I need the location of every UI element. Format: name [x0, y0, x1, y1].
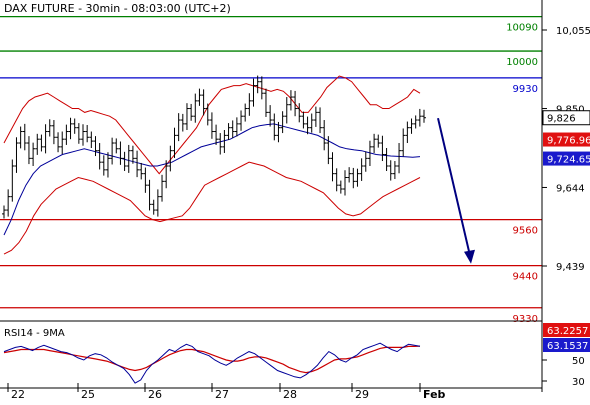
lower-indicator-label: 9,724.65 — [547, 155, 590, 166]
level-label-10090: 10090 — [506, 23, 538, 34]
forecast-arrow-shaft — [437, 117, 471, 256]
y-tick-label: 9,644 — [556, 183, 585, 194]
x-tick-label: 25 — [81, 388, 95, 400]
level-label-9440: 9440 — [513, 272, 538, 283]
x-tick-label: 28 — [283, 388, 297, 400]
moving-average-line — [3, 123, 421, 236]
level-label-10000: 10000 — [506, 57, 538, 68]
forecast-arrow-head — [464, 249, 475, 264]
rsi-panel — [3, 342, 421, 384]
x-tick-label: 29 — [355, 388, 369, 400]
x-tick-label: 27 — [215, 388, 229, 400]
rsi-value-label-background — [543, 338, 590, 352]
indicator-lines — [3, 75, 421, 255]
y-tick-label: 10,055 — [556, 26, 590, 37]
bollinger-upper-line — [3, 75, 421, 175]
last-price-label-border — [542, 110, 590, 126]
bollinger-lower-line — [3, 161, 421, 255]
chart-title: DAX FUTURE - 30min - 08:03:00 (UTC+2) — [4, 2, 231, 15]
rsi-y-tick-label: 50 — [572, 356, 585, 367]
rsi-y-tick-label: 30 — [572, 377, 585, 388]
rsi-line — [3, 342, 421, 384]
x-axis: 22 25 26 27 28 29 Feb — [7, 383, 446, 401]
rsi-title: RSI14 - 9MA — [4, 328, 65, 339]
level-label-9330: 9330 — [513, 314, 538, 325]
y-tick-label: 9,850 — [556, 105, 585, 116]
rsi-ma-value-label: 63.2257 — [547, 326, 588, 337]
y-axis: 10,055 9,850 9,644 9,439 50 30 — [542, 26, 590, 388]
y-tick-label: 9,439 — [556, 262, 585, 273]
level-label-9560: 9560 — [513, 226, 538, 237]
value-labels: 9,826 9,776.96 9,724.65 63.2257 63.1537 — [542, 110, 590, 352]
x-tick-label: 26 — [148, 388, 162, 400]
last-price-label: 9,826 — [547, 114, 576, 125]
last-price-label-background — [543, 110, 590, 125]
rsi-ma-value-label-background — [543, 323, 590, 337]
lower-indicator-label-background — [543, 151, 590, 166]
rsi-value-label: 63.1537 — [547, 341, 588, 352]
level-label-9930: 9930 — [513, 84, 538, 95]
upper-indicator-label-background — [543, 132, 590, 147]
level-lines: 10090 10000 9930 9560 9440 9330 — [0, 15, 542, 325]
x-tick-label: 22 — [11, 388, 25, 400]
x-tick-label: Feb — [423, 388, 446, 400]
upper-indicator-label: 9,776.96 — [547, 136, 590, 147]
price-bars — [2, 75, 426, 219]
title-background — [0, 0, 232, 15]
forecast-arrow — [437, 117, 475, 264]
